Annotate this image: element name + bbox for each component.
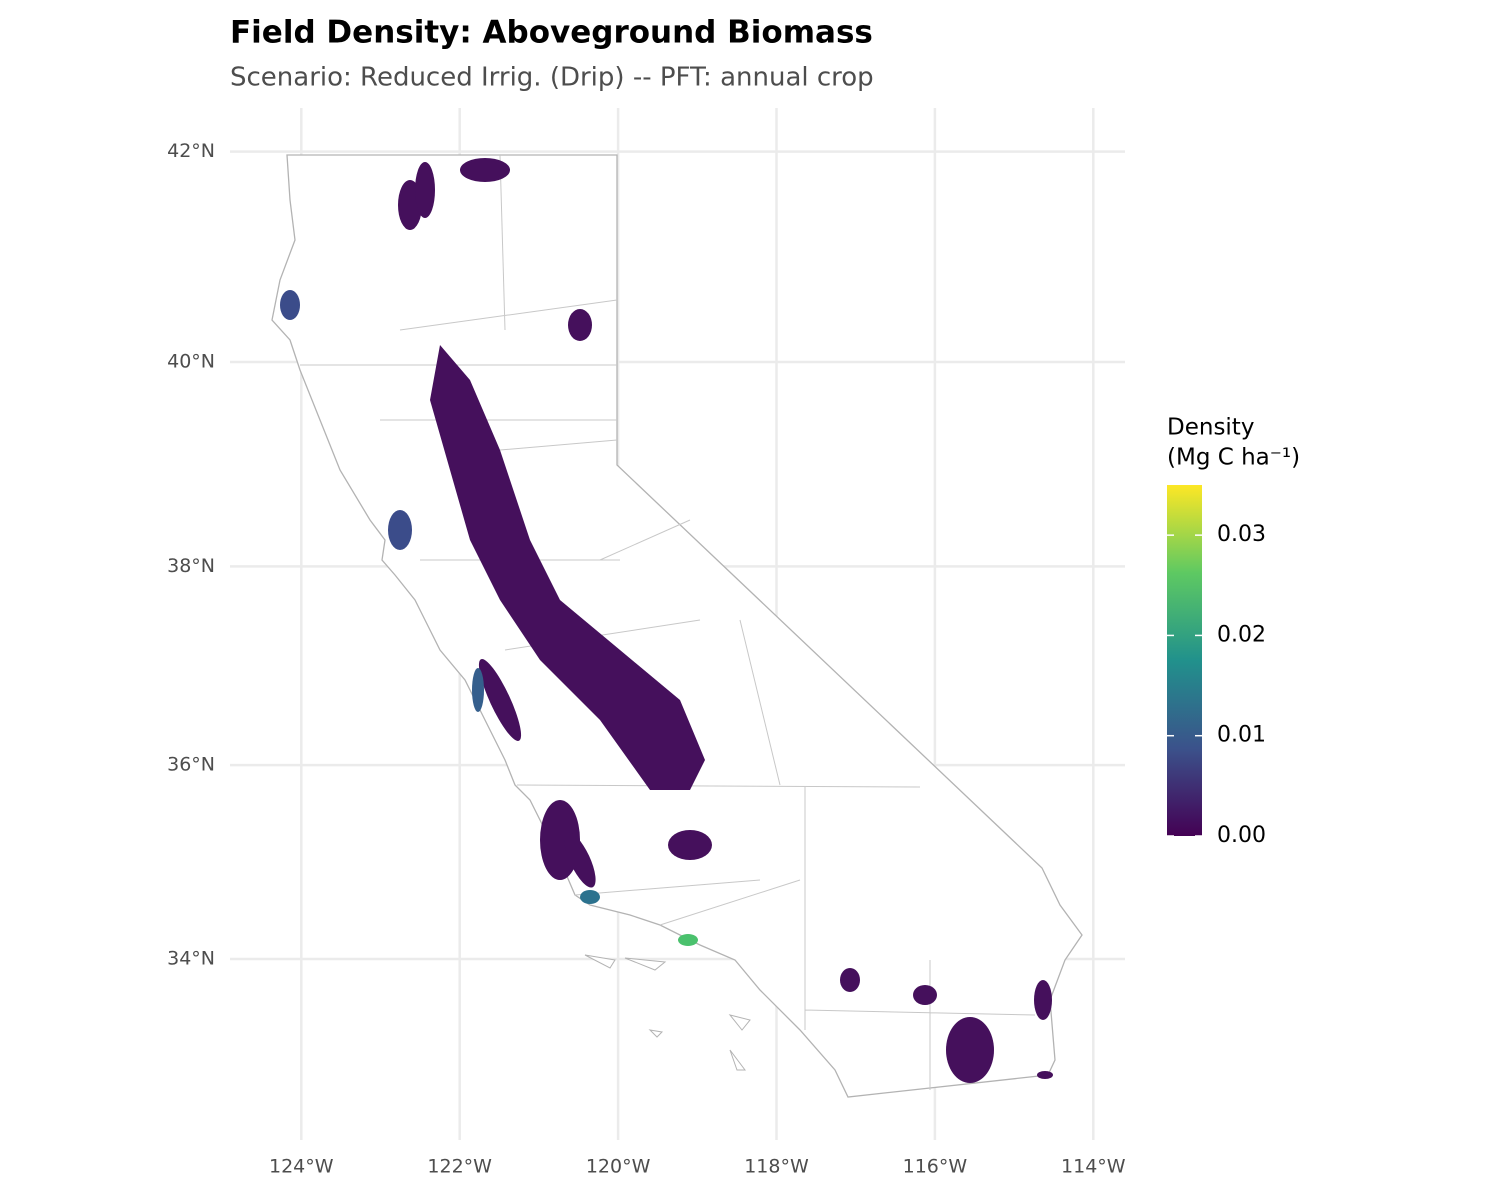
x-tick-label: 120°W (586, 1156, 651, 1178)
colorbar-label: 0.02 (1217, 622, 1266, 647)
colorbar-label: 0.03 (1217, 522, 1266, 547)
legend-title: Density (1167, 415, 1254, 441)
x-tick-label: 114°W (1061, 1156, 1126, 1178)
x-tick-label: 124°W (269, 1156, 334, 1178)
title: Field Density: Aboveground Biomass (230, 15, 873, 51)
y-tick-label: 36°N (167, 754, 215, 776)
colorbar-label: 0.00 (1217, 823, 1266, 848)
crop-fields (280, 158, 1053, 1083)
legend-title: (Mg C ha⁻¹) (1167, 445, 1300, 471)
x-tick-label: 116°W (903, 1156, 968, 1178)
x-tick-label: 122°W (427, 1156, 492, 1178)
x-tick-label: 118°W (744, 1156, 809, 1178)
legend: Density (Mg C ha⁻¹) 0.00 0.01 0.02 0.03 (1167, 415, 1300, 848)
y-tick-label: 34°N (167, 948, 215, 970)
y-tick-label: 38°N (167, 555, 215, 577)
state-outline (271, 154, 1083, 1098)
y-tick-label: 40°N (167, 351, 215, 373)
colorbar (1167, 485, 1202, 836)
colorbar-label: 0.01 (1217, 723, 1266, 748)
y-tick-label: 42°N (167, 140, 215, 162)
subtitle: Scenario: Reduced Irrig. (Drip) -- PFT: … (230, 63, 874, 93)
